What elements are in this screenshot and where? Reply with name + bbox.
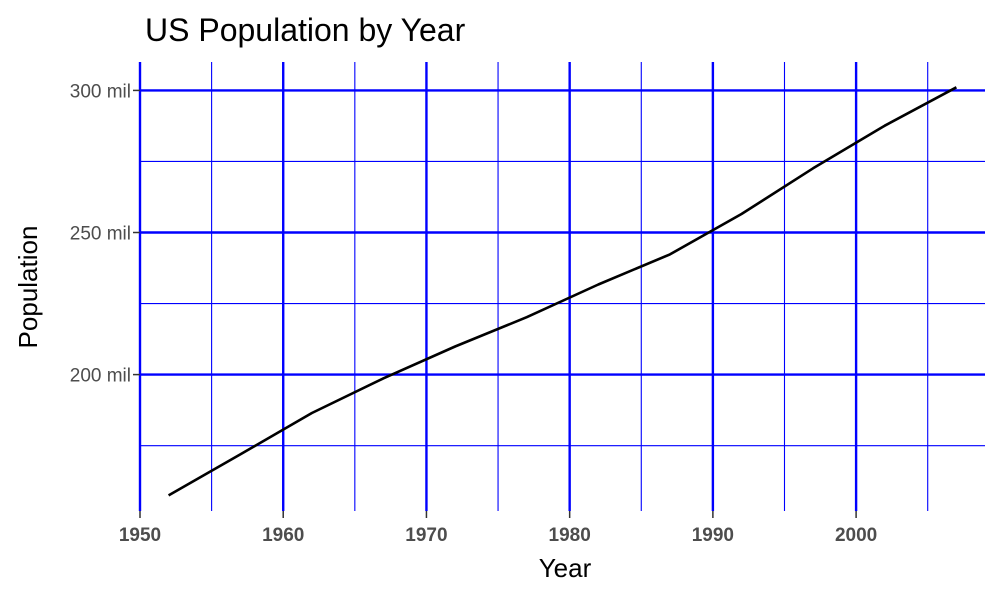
x-tick-label: 1980 [549, 525, 591, 546]
y-tick-label: 300 mil [70, 81, 131, 102]
x-tick-label: 2000 [835, 525, 877, 546]
major-gridlines [138, 62, 985, 511]
series-layer [167, 86, 958, 497]
x-tick-label: 1960 [262, 525, 304, 546]
y-tick-label: 250 mil [70, 224, 131, 245]
x-tick-label: 1970 [405, 525, 447, 546]
population-series-line [167, 86, 958, 497]
minor-gridlines [140, 62, 985, 511]
x-tick-label: 1950 [119, 525, 161, 546]
x-axis-title: Year [539, 553, 592, 583]
chart-title: US Population by Year [145, 12, 466, 48]
x-tick-label: 1990 [692, 525, 734, 546]
x-axis-ticks: 1950 1960 1970 1980 1990 2000 [119, 511, 877, 546]
y-tick-label: 200 mil [70, 366, 131, 387]
y-axis-title: Population [13, 226, 43, 349]
y-axis-ticks: 200 mil 250 mil 300 mil [70, 81, 140, 387]
